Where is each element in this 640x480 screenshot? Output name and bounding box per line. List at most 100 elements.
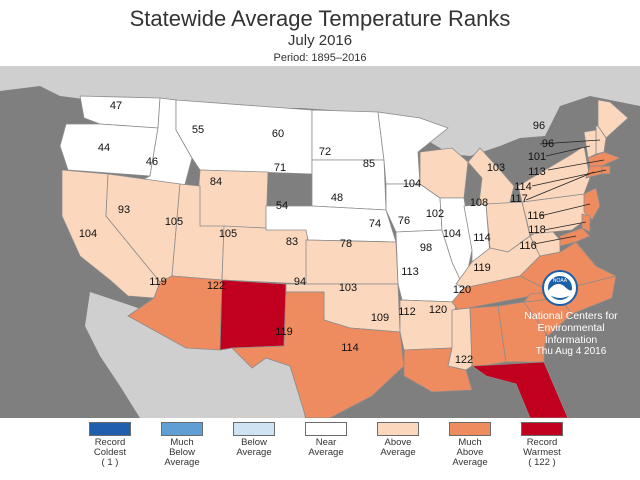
rank-label-wv: 104 [443, 228, 461, 240]
state-md [559, 227, 591, 247]
rank-label-nd: 60 [272, 128, 284, 140]
legend-swatch [233, 422, 275, 436]
state-ma [587, 151, 622, 167]
rank-label-il: 74 [369, 218, 381, 230]
rank-label-az: 119 [149, 276, 167, 288]
rank-label-oh: 102 [426, 208, 444, 220]
legend-item-near: Near Average [294, 422, 358, 458]
legend-item-much-below: Much Below Average [150, 422, 214, 468]
rank-label-nc: 119 [473, 262, 491, 274]
legend-item-much-above: Much Above Average [438, 422, 502, 468]
rank-label-vt: 101 [528, 151, 546, 163]
callout-line-ct [525, 171, 595, 201]
rank-label-nv: 93 [118, 204, 130, 216]
credit-line-2: Environmental [537, 322, 605, 334]
legend-swatch [449, 422, 491, 436]
legend-line-1: Near [315, 437, 337, 448]
legend-line-1: Record [526, 437, 558, 448]
rank-label-sd: 71 [274, 162, 286, 174]
rank-label-ar: 103 [339, 282, 357, 294]
rank-label-al: 112 [398, 306, 416, 318]
noaa-logo: NOAA [542, 270, 578, 306]
state-me [597, 99, 629, 139]
rank-label-mt: 55 [192, 124, 204, 136]
state-ny [517, 145, 591, 203]
mexico-landmass [85, 292, 305, 418]
state-al [469, 305, 507, 367]
rank-label-co: 105 [219, 228, 237, 240]
rank-label-wy: 84 [210, 176, 222, 188]
legend-line-1: Much [170, 437, 194, 448]
callout-line-nh [539, 139, 601, 145]
legend-line-2: Warmest [523, 447, 561, 458]
rank-label-nm: 122 [207, 280, 225, 292]
rank-label-ct: 117 [510, 193, 528, 205]
canada-landmass [0, 66, 640, 156]
rank-label-la: 114 [341, 342, 359, 354]
map-title: Statewide Average Temperature Ranks [129, 6, 511, 31]
rank-label-mo: 78 [340, 238, 352, 250]
rank-labels: 47 44 104 46 93 55 84 105 119 105 122 60 71 54 83 94 119… [79, 100, 554, 366]
state-nj [583, 187, 601, 221]
legend-line-3: ( 1 ) [101, 457, 119, 468]
rank-label-ga: 120 [429, 304, 447, 316]
rank-label-va: 114 [473, 232, 491, 244]
legend-item-below: Below Average [222, 422, 286, 458]
callout-line-vt [545, 145, 591, 157]
legend-swatch [161, 422, 203, 436]
legend-line-3: Average [452, 457, 488, 468]
legend-line-2: Average [236, 447, 272, 458]
rank-label-or: 44 [98, 142, 110, 154]
legend-line-3: Average [164, 457, 200, 468]
callout-line-de [543, 221, 587, 231]
callout-lines [525, 139, 607, 245]
rank-label-mi: 104 [403, 178, 421, 190]
rank-label-ky: 98 [420, 242, 432, 254]
legend-line-1: Much [458, 437, 482, 448]
legend-line-2: Average [308, 447, 344, 458]
legend-swatch [89, 422, 131, 436]
rank-label-mn: 72 [319, 146, 331, 158]
legend-line-2: Above [456, 447, 484, 458]
state-nm [219, 279, 287, 351]
callout-line-md [533, 235, 577, 245]
legend-line-1: Record [94, 437, 126, 448]
credit-date: Thu Aug 4 2016 [535, 346, 607, 357]
rank-label-ny: 103 [487, 162, 505, 174]
rank-label-nh: 96 [542, 138, 554, 150]
legend-swatch [377, 422, 419, 436]
credit-line-1: National Centers for [524, 310, 618, 322]
rank-label-ms: 109 [371, 312, 389, 324]
rank-label-ca: 104 [79, 228, 97, 240]
legend-line-2: Coldest [93, 447, 127, 458]
legend-swatch [521, 422, 563, 436]
state-fl [470, 361, 569, 418]
rank-label-ok: 94 [294, 276, 306, 288]
legend-item-record-coldest: Record Coldest ( 1 ) [78, 422, 142, 468]
state-mn [377, 111, 449, 185]
rank-label-ut: 105 [165, 216, 183, 228]
credit-block: National Centers for Environmental Infor… [512, 310, 630, 358]
rank-label-ma: 113 [528, 166, 546, 178]
credit-line-3: Information [544, 334, 598, 346]
callout-line-ri [531, 169, 607, 187]
callout-line-nj [539, 203, 591, 217]
state-mi [467, 147, 515, 213]
rank-label-ne: 54 [276, 200, 288, 212]
rank-label-pa: 108 [470, 197, 488, 209]
rank-label-in: 76 [398, 215, 410, 227]
legend-line-3: ( 122 ) [528, 457, 556, 468]
rank-label-me: 96 [533, 120, 545, 132]
rank-label-id: 46 [146, 156, 158, 168]
legend-line-1: Below [241, 437, 267, 448]
legend-item-record-warmest: Record Warmest ( 122 ) [510, 422, 574, 468]
legend-item-above: Above Average [366, 422, 430, 458]
rank-label-sc: 120 [453, 284, 471, 296]
rank-label-tn: 113 [401, 266, 419, 278]
legend-line-2: Below [169, 447, 195, 458]
rank-label-tx: 119 [275, 326, 293, 338]
map-subtitle: July 2016 [287, 32, 353, 49]
rank-label-md: 116 [519, 240, 537, 252]
noaa-logo-text: NOAA [553, 278, 568, 284]
legend-line-1: Above [384, 437, 412, 448]
